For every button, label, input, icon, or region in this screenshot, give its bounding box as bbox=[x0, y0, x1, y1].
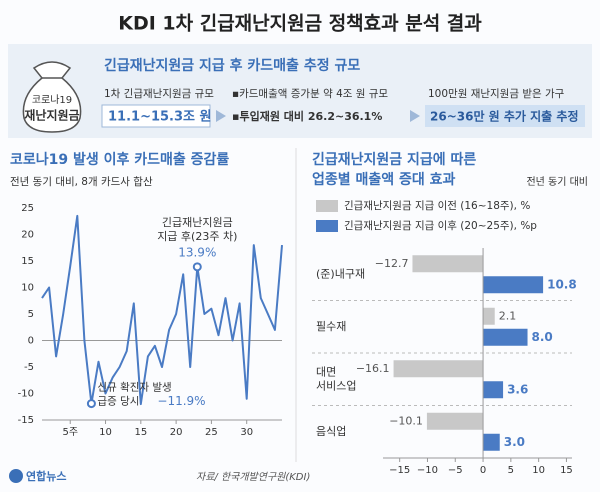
value-label: 3.6 bbox=[507, 382, 528, 396]
annotation-text: 지급 후(23주 차) bbox=[157, 230, 237, 243]
annotation-text: 신규 확진자 발생 bbox=[97, 381, 171, 394]
source: 자료/ 한국개발연구원(KDI) bbox=[196, 471, 310, 483]
logo-mark bbox=[9, 469, 23, 483]
page-title: KDI 1차 긴급재난지원금 정책효과 분석 결과 bbox=[118, 13, 482, 35]
bar bbox=[483, 276, 544, 294]
x-tick-label: 5 bbox=[508, 465, 514, 476]
category-label: 음식업 bbox=[316, 425, 346, 438]
value-label: −12.7 bbox=[375, 257, 409, 270]
badge-line: 코로나19 bbox=[32, 94, 72, 106]
line-series bbox=[41, 214, 283, 406]
chart-subtitle: 전년 동기 대비, 8개 카드사 합산 bbox=[10, 176, 153, 188]
bar bbox=[483, 381, 504, 399]
value-label: 8.0 bbox=[532, 330, 553, 344]
value-label: 2.1 bbox=[499, 309, 517, 322]
summary-label: ▪카드매출액 증가분 약 4조 원 규모 bbox=[232, 88, 388, 100]
x-tick-label: 15 bbox=[560, 465, 573, 476]
x-tick-label: −15 bbox=[389, 465, 410, 476]
bar bbox=[412, 255, 484, 273]
y-tick-label: 15 bbox=[21, 256, 34, 267]
y-tick-label: -10 bbox=[18, 389, 34, 400]
y-tick-label: 25 bbox=[21, 203, 34, 214]
x-tick-label: 10 bbox=[99, 427, 112, 438]
value-label: −16.1 bbox=[356, 362, 390, 375]
value-label: −10.1 bbox=[389, 414, 423, 427]
x-tick-label: −10 bbox=[417, 465, 438, 476]
x-tick-label: 15 bbox=[134, 427, 147, 438]
chart-title: 긴급재난지원금 지급에 따른 bbox=[312, 151, 476, 168]
y-tick-label: 10 bbox=[21, 283, 34, 294]
summary-value: 26~36만 원 추가 지출 추정 bbox=[430, 109, 579, 124]
bag-shape bbox=[22, 61, 82, 133]
value-label: 3.0 bbox=[504, 435, 525, 449]
legend-label: 긴급재난지원금 지급 이전 (16~18주), % bbox=[344, 200, 530, 212]
money-bag bbox=[22, 61, 82, 133]
y-tick-label: -15 bbox=[18, 415, 34, 426]
annotation-marker bbox=[192, 262, 202, 272]
category-label: 필수재 bbox=[316, 320, 346, 333]
bar bbox=[483, 328, 528, 346]
x-tick-label: 30 bbox=[240, 427, 253, 438]
value-label: 10.8 bbox=[547, 277, 577, 291]
annotation-marker bbox=[86, 399, 96, 409]
annotation-value: 13.9% bbox=[178, 245, 216, 259]
chart-subtitle: 전년 동기 대비 bbox=[526, 176, 588, 188]
summary-value: ▪투입재원 대비 26.2~36.1% bbox=[232, 109, 382, 123]
legend-swatch bbox=[316, 200, 338, 212]
badge-line: 재난지원금 bbox=[24, 108, 79, 123]
arrow bbox=[410, 110, 420, 122]
y-tick-label: -5 bbox=[24, 362, 34, 373]
bar bbox=[483, 307, 495, 325]
logo: 연합뉴스 bbox=[26, 469, 66, 483]
chart-title: 코로나19 발생 이후 카드매출 증감률 bbox=[10, 151, 229, 168]
annotation-text: 급증 당시 bbox=[97, 396, 139, 408]
summary-box bbox=[425, 105, 585, 127]
arrow bbox=[216, 110, 226, 122]
x-tick-label: −5 bbox=[448, 465, 463, 476]
category-label: (준)내구재 bbox=[316, 267, 365, 280]
category-label: 대면 서비스업 bbox=[316, 365, 356, 392]
legend-swatch bbox=[316, 220, 338, 232]
summary-box bbox=[101, 104, 211, 128]
y-tick-label: 5 bbox=[28, 309, 34, 320]
annotation-value: −11.9% bbox=[157, 394, 205, 408]
legend-label: 긴급재난지원금 지급 이후 (20~25주), %p bbox=[344, 220, 537, 232]
x-tick-label: 0 bbox=[480, 465, 486, 476]
chart-title: 업종별 매출액 증대 효과 bbox=[312, 171, 456, 188]
y-tick-label: 0 bbox=[28, 336, 34, 347]
bar bbox=[426, 412, 484, 430]
bar bbox=[393, 360, 484, 378]
x-tick-label: 20 bbox=[170, 427, 183, 438]
summary-value: 11.1~15.3조 원 bbox=[108, 110, 212, 125]
summary-label: 1차 긴급재난지원금 규모 bbox=[104, 88, 214, 100]
bar bbox=[483, 433, 500, 451]
x-tick-label: 10 bbox=[532, 465, 545, 476]
summary-heading: 긴급재난지원금 지급 후 카드매출 추정 규모 bbox=[104, 57, 360, 74]
summary-label: 100만원 재난지원금 받은 가구 bbox=[428, 88, 565, 100]
annotation-text: 긴급재난지원금 bbox=[162, 216, 233, 229]
x-tick-label: 25 bbox=[205, 427, 218, 438]
x-tick-label: 5주 bbox=[62, 427, 78, 438]
y-tick-label: 20 bbox=[21, 230, 34, 241]
